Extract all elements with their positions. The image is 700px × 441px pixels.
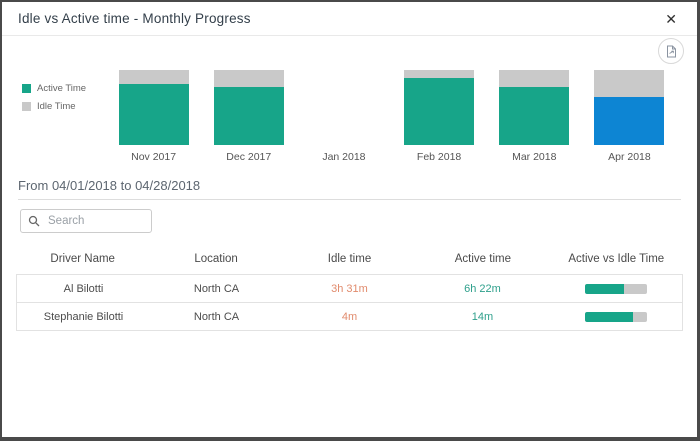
active-segment [213, 86, 284, 145]
driver-name-cell: Al Bilotti [63, 282, 104, 295]
month-label: Dec 2017 [226, 151, 272, 163]
dialog-header: Idle vs Active time - Monthly Progress ✕ [2, 2, 697, 36]
chart-bar-apr-2018[interactable]: Apr 2018 [582, 70, 677, 163]
active-segment [404, 77, 475, 145]
table-row[interactable]: Stephanie Bilotti North CA 4m 14m [17, 302, 682, 330]
legend-label: Idle Time [37, 101, 76, 112]
column-header-active-time: Active time [454, 253, 512, 265]
month-label: Feb 2018 [416, 151, 462, 163]
legend-label: Active Time [37, 83, 87, 94]
active-segment [594, 97, 665, 145]
month-label: Mar 2018 [512, 151, 557, 163]
active-fill [584, 283, 625, 294]
idle-time-cell: 4m [341, 310, 358, 323]
chart-bar-dec-2017[interactable]: Dec 2017 [201, 70, 296, 163]
idle-segment [118, 70, 189, 84]
idle-segment [404, 70, 475, 78]
chart-bar-nov-2017[interactable]: Nov 2017 [106, 70, 201, 163]
month-label: Jan 2018 [322, 151, 366, 163]
search-icon [28, 215, 40, 227]
table-body: Al Bilotti North CA 3h 31m 6h 22m Stepha… [16, 274, 683, 331]
active-vs-idle-bar [584, 311, 647, 322]
chart-bar-feb-2018[interactable]: Feb 2018 [392, 70, 487, 163]
period-heading: From 04/01/2018 to 04/28/2018 [18, 178, 681, 200]
legend-item-active-time[interactable]: Active Time [22, 83, 106, 94]
active-fill [584, 311, 633, 322]
month-label: Nov 2017 [131, 151, 177, 163]
chart-bars: Nov 2017 Dec 2017 Jan 2018 Feb 2018 Mar … [106, 70, 697, 163]
dialog-title: Idle vs Active time - Monthly Progress [18, 11, 251, 26]
month-label: Apr 2018 [608, 151, 651, 163]
table-row[interactable]: Al Bilotti North CA 3h 31m 6h 22m [17, 275, 682, 302]
idle-segment [594, 70, 665, 97]
chart-bar-mar-2018[interactable]: Mar 2018 [487, 70, 582, 163]
active-segment [118, 83, 189, 145]
drivers-table: Driver Name Location Idle time Active ti… [16, 245, 683, 331]
export-report-button[interactable] [658, 38, 684, 64]
location-cell: North CA [193, 282, 240, 295]
column-header-active-vs-idle: Active vs Idle Time [568, 253, 665, 265]
export-report-icon [666, 45, 676, 57]
active-time-swatch [22, 84, 31, 93]
active-time-cell: 14m [471, 310, 494, 323]
active-vs-idle-bar [584, 283, 647, 294]
column-header-location: Location [194, 253, 238, 265]
search-input[interactable] [46, 214, 144, 228]
idle-time-cell: 3h 31m [331, 282, 368, 295]
active-time-cell: 6h 22m [464, 282, 501, 295]
column-header-idle-time: Idle time [327, 253, 372, 265]
driver-name-cell: Stephanie Bilotti [43, 310, 124, 323]
close-icon[interactable]: ✕ [661, 10, 681, 28]
table-header: Driver Name Location Idle time Active ti… [16, 245, 683, 274]
chart-legend: Active Time Idle Time [2, 70, 106, 163]
legend-item-idle-time[interactable]: Idle Time [22, 101, 106, 112]
search-box [20, 209, 152, 233]
idle-time-swatch [22, 102, 31, 111]
idle-segment [213, 70, 284, 87]
location-cell: North CA [193, 310, 240, 323]
chart-bar-jan-2018[interactable]: Jan 2018 [296, 70, 391, 163]
monthly-progress-chart: Active Time Idle Time Nov 2017 Dec 2017 … [2, 70, 697, 163]
active-segment [499, 87, 570, 145]
column-header-driver-name: Driver Name [50, 253, 115, 265]
idle-segment [499, 70, 570, 88]
